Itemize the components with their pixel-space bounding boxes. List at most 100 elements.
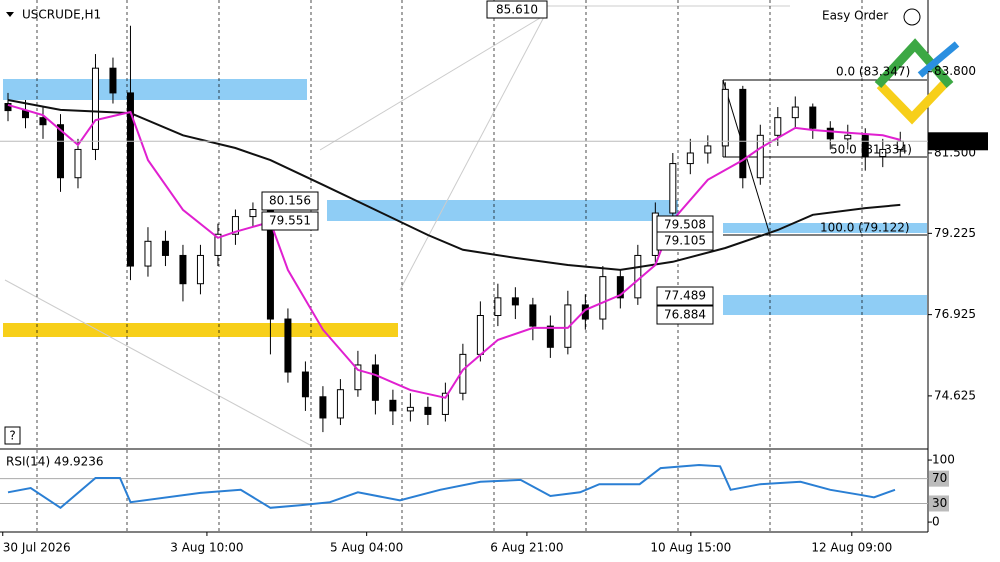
candle-body (809, 106, 817, 129)
ma-slow (7, 99, 901, 271)
y-tick-label: 83.800 (934, 64, 976, 78)
trend-line (399, 14, 546, 291)
candle-body (844, 134, 852, 140)
candle-body (511, 297, 519, 306)
candle-body (704, 145, 712, 154)
price-label: 79.105 (664, 234, 706, 248)
candle-body (39, 117, 47, 126)
candle-body (126, 92, 134, 267)
smiley (903, 8, 921, 26)
candle-body (389, 399, 397, 412)
candle-body (161, 240, 169, 256)
zone (3, 79, 307, 100)
help[interactable]: ? (9, 429, 15, 443)
candle-body (546, 325, 554, 348)
x-tick-label: 10 Aug 15:00 (650, 541, 731, 555)
price-label: 79.508 (664, 218, 706, 232)
zone (3, 323, 398, 337)
y-tick-label: 79.225 (934, 226, 976, 240)
trend-line (319, 14, 546, 151)
rsi-line (7, 463, 896, 510)
candle-body (406, 406, 414, 412)
candle-body (74, 148, 82, 179)
candle-body (826, 127, 834, 140)
candle-body (756, 134, 764, 179)
candle-body (56, 124, 64, 179)
candle-body (599, 276, 607, 320)
candle-body (371, 364, 379, 401)
price-box (656, 231, 714, 251)
chart-title: USCRUDE,H1 (22, 8, 101, 22)
help-box[interactable] (4, 426, 21, 445)
candle-body (354, 364, 362, 391)
current-price-box (928, 132, 988, 151)
fib-label: 50.0 (81.334) (830, 143, 912, 157)
fib-label: 0.0 (83.347) (836, 65, 910, 79)
candle-body (634, 254, 642, 299)
zone (327, 200, 678, 221)
candle-body (669, 163, 677, 214)
candle-body (774, 117, 782, 136)
price-box (656, 286, 714, 306)
candle-body (791, 106, 799, 119)
price-label: 85.610 (496, 3, 538, 17)
price-box (261, 211, 319, 231)
price-label: 77.489 (664, 289, 706, 303)
candle-body (196, 254, 204, 285)
candle-body (91, 67, 99, 150)
price-label: 79.551 (269, 214, 311, 228)
candle-body (179, 254, 187, 285)
price-box (261, 191, 319, 211)
candle-body (441, 392, 449, 415)
zone (723, 295, 927, 315)
x-tick-label: 5 Aug 04:00 (330, 541, 403, 555)
current-price: 81.831 (934, 134, 976, 148)
candle-body (721, 88, 729, 147)
price-box (486, 0, 548, 19)
candle-body (109, 67, 117, 94)
y-tick-label: 74.625 (934, 388, 976, 402)
order-panel[interactable]: Easy Order (822, 9, 888, 23)
menu-arrow[interactable] (6, 12, 14, 17)
candle-body (284, 318, 292, 373)
candle-body (424, 406, 432, 415)
y-tick-label: 100 (932, 453, 955, 467)
candle-body (301, 371, 309, 398)
rsi-level-box (929, 470, 949, 487)
candle-body (214, 233, 222, 256)
fib-label: 100.0 (79.122) (820, 221, 910, 235)
candle-body (616, 276, 624, 299)
logo (874, 38, 960, 125)
ma-fast (7, 103, 901, 399)
y-tick-label: 70 (932, 471, 947, 485)
candle-body (319, 396, 327, 419)
price-label: 80.156 (269, 194, 311, 208)
candle-body (861, 134, 869, 158)
candle-body (476, 315, 484, 355)
candle-body (4, 103, 12, 112)
candle-body (686, 152, 694, 165)
candle-body (231, 216, 239, 235)
price-box (656, 305, 714, 325)
zone (723, 223, 927, 233)
y-tick-label: 0 (932, 515, 940, 529)
x-tick-label: 30 Jul 2026 (3, 541, 71, 555)
x-tick-label: 3 Aug 10:00 (170, 541, 243, 555)
x-tick-label: 12 Aug 09:00 (811, 541, 892, 555)
drawings (0, 0, 960, 533)
y-tick-label: 30 (932, 496, 947, 510)
rsi-level-box (929, 495, 949, 512)
trend-line (4, 279, 311, 446)
candle-body (144, 240, 152, 267)
y-tick-label: 76.925 (934, 307, 976, 321)
candle-body (529, 304, 537, 327)
candle-body (879, 148, 887, 158)
price-label: 76.884 (664, 308, 706, 322)
candle-body (494, 297, 502, 317)
x-tick-label: 6 Aug 21:00 (490, 541, 563, 555)
candle-body (336, 389, 344, 419)
candle-body (739, 88, 747, 179)
rsi-title: RSI(14) 49.9236 (6, 455, 104, 469)
candle-body (249, 209, 257, 218)
